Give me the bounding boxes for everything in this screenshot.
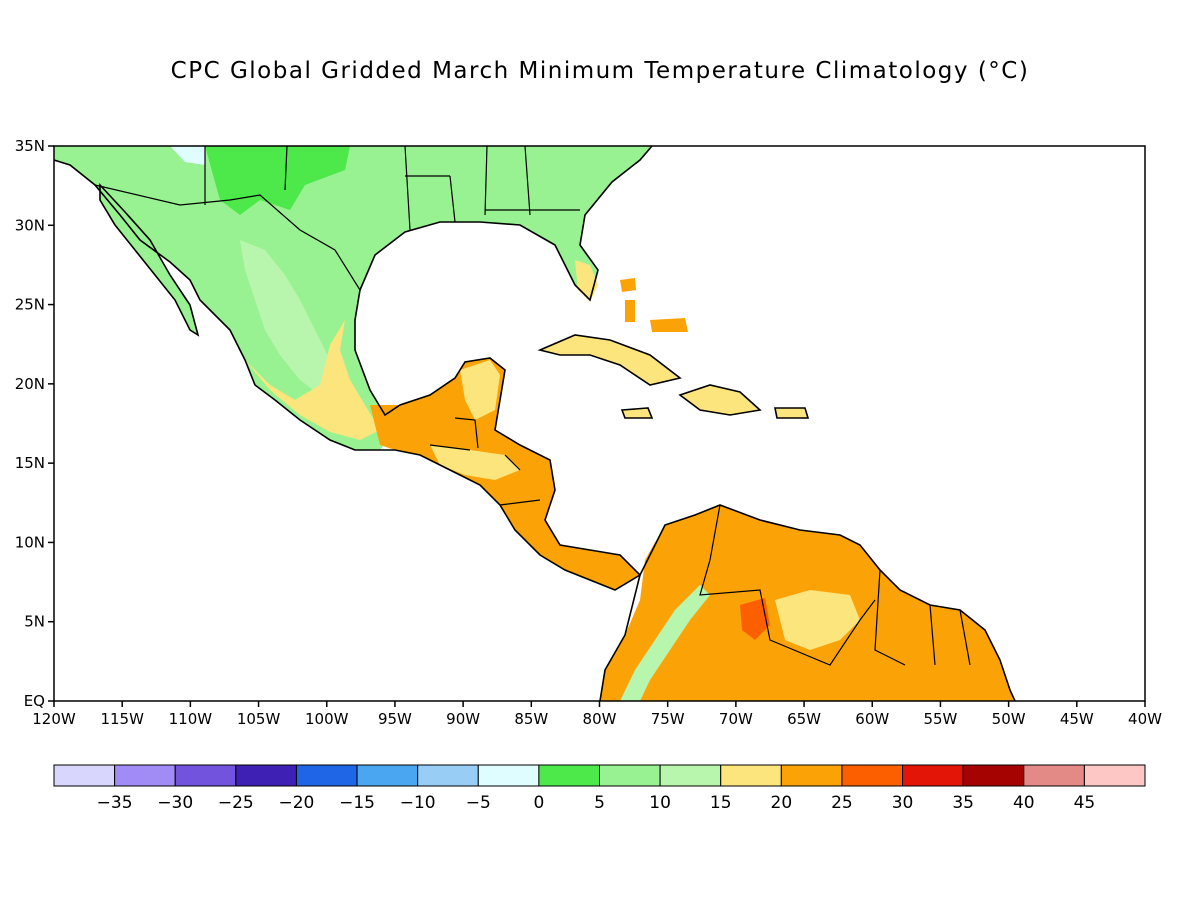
coastlines bbox=[54, 146, 1016, 701]
colorbar-swatch bbox=[902, 764, 964, 787]
puerto-rico bbox=[775, 408, 808, 418]
cool-highlands bbox=[240, 240, 345, 395]
y-tick-label: 10N bbox=[15, 533, 45, 551]
x-tick-label: 60W bbox=[855, 710, 889, 728]
colorbar-swatch bbox=[53, 764, 116, 787]
jamaica bbox=[622, 408, 652, 418]
y-tick-label: 30N bbox=[15, 216, 45, 234]
ca-borders bbox=[429, 417, 541, 506]
colorbar-swatch bbox=[477, 764, 540, 787]
sa-borders bbox=[699, 504, 971, 666]
x-tick-label: 70W bbox=[719, 710, 753, 728]
colorbar-label: 30 bbox=[892, 793, 914, 813]
mexico-warm-coast bbox=[245, 320, 380, 440]
cuba-outline bbox=[537, 334, 682, 386]
colorbar-label: −25 bbox=[218, 793, 254, 813]
guiana-highlands bbox=[775, 590, 860, 650]
yucatan-warm bbox=[460, 360, 500, 420]
colorbar-label: 25 bbox=[831, 793, 853, 813]
x-tick-label: 40W bbox=[1128, 710, 1162, 728]
colorbar-swatch bbox=[1083, 764, 1146, 787]
state-borders bbox=[204, 146, 580, 231]
map-title: CPC Global Gridded March Minimum Tempera… bbox=[170, 58, 1030, 84]
colorbar-label: −15 bbox=[339, 793, 375, 813]
x-tick-label: 95W bbox=[378, 710, 412, 728]
us-mexico-border bbox=[94, 184, 361, 291]
colorbar-label: −30 bbox=[157, 793, 193, 813]
y-tick-label: 35N bbox=[15, 137, 45, 155]
pacific-coastline bbox=[54, 159, 642, 701]
y-tick-label: 15N bbox=[15, 454, 45, 472]
x-tick-label: 80W bbox=[583, 710, 617, 728]
colorbar-swatch bbox=[114, 764, 176, 787]
cuba bbox=[540, 335, 680, 385]
colorbar-label: −20 bbox=[278, 793, 314, 813]
hispaniola-outline bbox=[678, 384, 762, 416]
colorbar-label: 35 bbox=[952, 793, 974, 813]
colorbar: −35 −30 −25 −20 −15 −10 −5 0 5 10 15 20 25 30 35 40 45 bbox=[53, 764, 1146, 813]
y-tick-label: 20N bbox=[15, 375, 45, 393]
colorbar-label: 10 bbox=[649, 793, 671, 813]
x-tick-label: 55W bbox=[923, 710, 957, 728]
frost-patch bbox=[170, 146, 205, 165]
colorbar-swatch bbox=[295, 764, 358, 787]
x-tick-label: 65W bbox=[787, 710, 821, 728]
temperature-field bbox=[54, 146, 1015, 701]
x-tick-label: 110W bbox=[169, 710, 213, 728]
colorbar-label: 15 bbox=[710, 793, 732, 813]
colorbar-swatch bbox=[841, 764, 904, 787]
baja-outline bbox=[99, 182, 200, 337]
x-tick-label: 75W bbox=[651, 710, 685, 728]
x-tick-label: 45W bbox=[1060, 710, 1094, 728]
x-tick-label: 100W bbox=[305, 710, 349, 728]
llanos-hot bbox=[740, 598, 770, 640]
honduras-highlands bbox=[430, 445, 520, 480]
x-axis: 120W 115W 110W 105W 100W 95W 90W 85W 80W 75W 70W 65… bbox=[32, 701, 1162, 728]
colorbar-label: 20 bbox=[771, 793, 793, 813]
y-tick-label: 5N bbox=[24, 613, 45, 631]
y-tick-label: 25N bbox=[15, 296, 45, 314]
colorbar-swatch bbox=[538, 764, 601, 787]
colorbar-label: −10 bbox=[400, 793, 436, 813]
colorbar-label: 0 bbox=[533, 793, 544, 813]
colorbar-swatch bbox=[962, 764, 1025, 787]
colorbar-label: −35 bbox=[97, 793, 133, 813]
colorbar-label: 40 bbox=[1013, 793, 1035, 813]
colorbar-label: 5 bbox=[594, 793, 605, 813]
y-tick-label: EQ bbox=[24, 692, 45, 710]
colorbar-swatch bbox=[235, 764, 297, 787]
x-tick-label: 85W bbox=[514, 710, 548, 728]
x-tick-label: 120W bbox=[32, 710, 76, 728]
colorbar-swatch bbox=[174, 764, 237, 787]
colorbar-swatch bbox=[417, 764, 479, 787]
andes-cool bbox=[620, 585, 710, 701]
colorbar-swatch bbox=[356, 764, 419, 787]
na-coastline bbox=[354, 146, 1016, 701]
x-tick-label: 90W bbox=[446, 710, 480, 728]
colorbar-swatch bbox=[780, 764, 843, 787]
colorbar-label: −5 bbox=[466, 793, 491, 813]
x-tick-label: 115W bbox=[100, 710, 144, 728]
colorbar-swatch bbox=[1023, 764, 1085, 787]
colorbar-swatch bbox=[720, 764, 782, 787]
bahamas bbox=[620, 278, 688, 332]
north-america-land bbox=[54, 146, 652, 450]
jamaica-outline bbox=[620, 407, 654, 419]
y-axis: EQ 5N 10N 15N 20N 25N 30N 35N bbox=[15, 137, 54, 710]
colorbar-swatch bbox=[599, 764, 661, 787]
puerto-rico-outline bbox=[774, 407, 810, 419]
colorbar-label: 45 bbox=[1074, 793, 1096, 813]
colorbar-swatch bbox=[659, 764, 722, 787]
x-tick-label: 50W bbox=[992, 710, 1026, 728]
x-tick-label: 105W bbox=[237, 710, 281, 728]
